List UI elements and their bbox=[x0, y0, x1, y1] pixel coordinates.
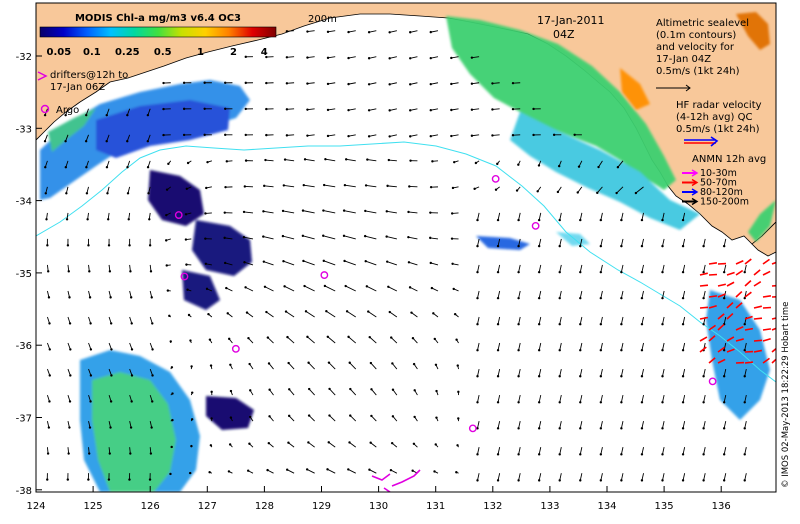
colorbar-tick-label: 1 bbox=[197, 47, 204, 58]
x-tick-label: 131 bbox=[426, 501, 445, 512]
y-tick-label: -35 bbox=[16, 269, 32, 280]
hf-radar-vector bbox=[709, 296, 717, 297]
x-tick-label: 133 bbox=[540, 501, 559, 512]
hf-radar-vector bbox=[763, 296, 771, 297]
colorbar-tick-label: 2 bbox=[230, 47, 237, 58]
x-tick-label: 134 bbox=[597, 501, 616, 512]
x-tick-label: 135 bbox=[655, 501, 674, 512]
x-tick-label: 124 bbox=[26, 501, 45, 512]
x-tick-label: 132 bbox=[483, 501, 502, 512]
hf-radar-vector bbox=[700, 307, 708, 308]
x-tick-label: 129 bbox=[312, 501, 331, 512]
colorbar-tick-label: 0.1 bbox=[83, 47, 101, 58]
x-tick-label: 130 bbox=[369, 501, 388, 512]
anmn-legend-title: ANMN 12h avg bbox=[692, 154, 766, 165]
y-tick-label: -32 bbox=[16, 52, 32, 63]
credit-text: © IMOS 02-May-2013 18:22:29 Hobart time bbox=[781, 302, 791, 488]
y-tick-label: -33 bbox=[16, 124, 32, 135]
hf-radar-vector bbox=[700, 285, 708, 286]
argo-legend-label: Argo bbox=[56, 105, 79, 116]
anmn-legend-label: 150-200m bbox=[700, 197, 749, 208]
map-time: 04Z bbox=[553, 28, 575, 41]
x-tick-label: 128 bbox=[255, 501, 274, 512]
y-tick-label: -38 bbox=[16, 486, 32, 497]
map-date: 17-Jan-2011 bbox=[537, 14, 605, 27]
hf-radar-vector bbox=[754, 318, 762, 319]
colorbar-tick-label: 0.25 bbox=[115, 47, 140, 58]
colorbar-tick-label: 4 bbox=[261, 47, 268, 58]
x-tick-label: 126 bbox=[141, 501, 160, 512]
isobath-label: 200m bbox=[308, 14, 337, 25]
hf-radar-vector bbox=[709, 274, 717, 275]
colorbar-ramp bbox=[40, 27, 276, 37]
colorbar-title: MODIS Chl-a mg/m3 v6.4 OC3 bbox=[75, 13, 241, 24]
colorbar-tick-label: 0.5 bbox=[154, 47, 172, 58]
x-tick-label: 125 bbox=[84, 501, 103, 512]
hf-radar-vector bbox=[754, 340, 762, 341]
y-tick-label: -37 bbox=[16, 414, 32, 425]
hf-radar-vector bbox=[745, 362, 753, 363]
x-tick-label: 136 bbox=[712, 501, 731, 512]
colorbar-tick-label: 0.05 bbox=[47, 47, 72, 58]
hf-radar-vector bbox=[763, 329, 771, 330]
y-tick-label: -34 bbox=[16, 197, 32, 208]
x-tick-label: 127 bbox=[198, 501, 217, 512]
y-tick-label: -36 bbox=[16, 341, 32, 352]
